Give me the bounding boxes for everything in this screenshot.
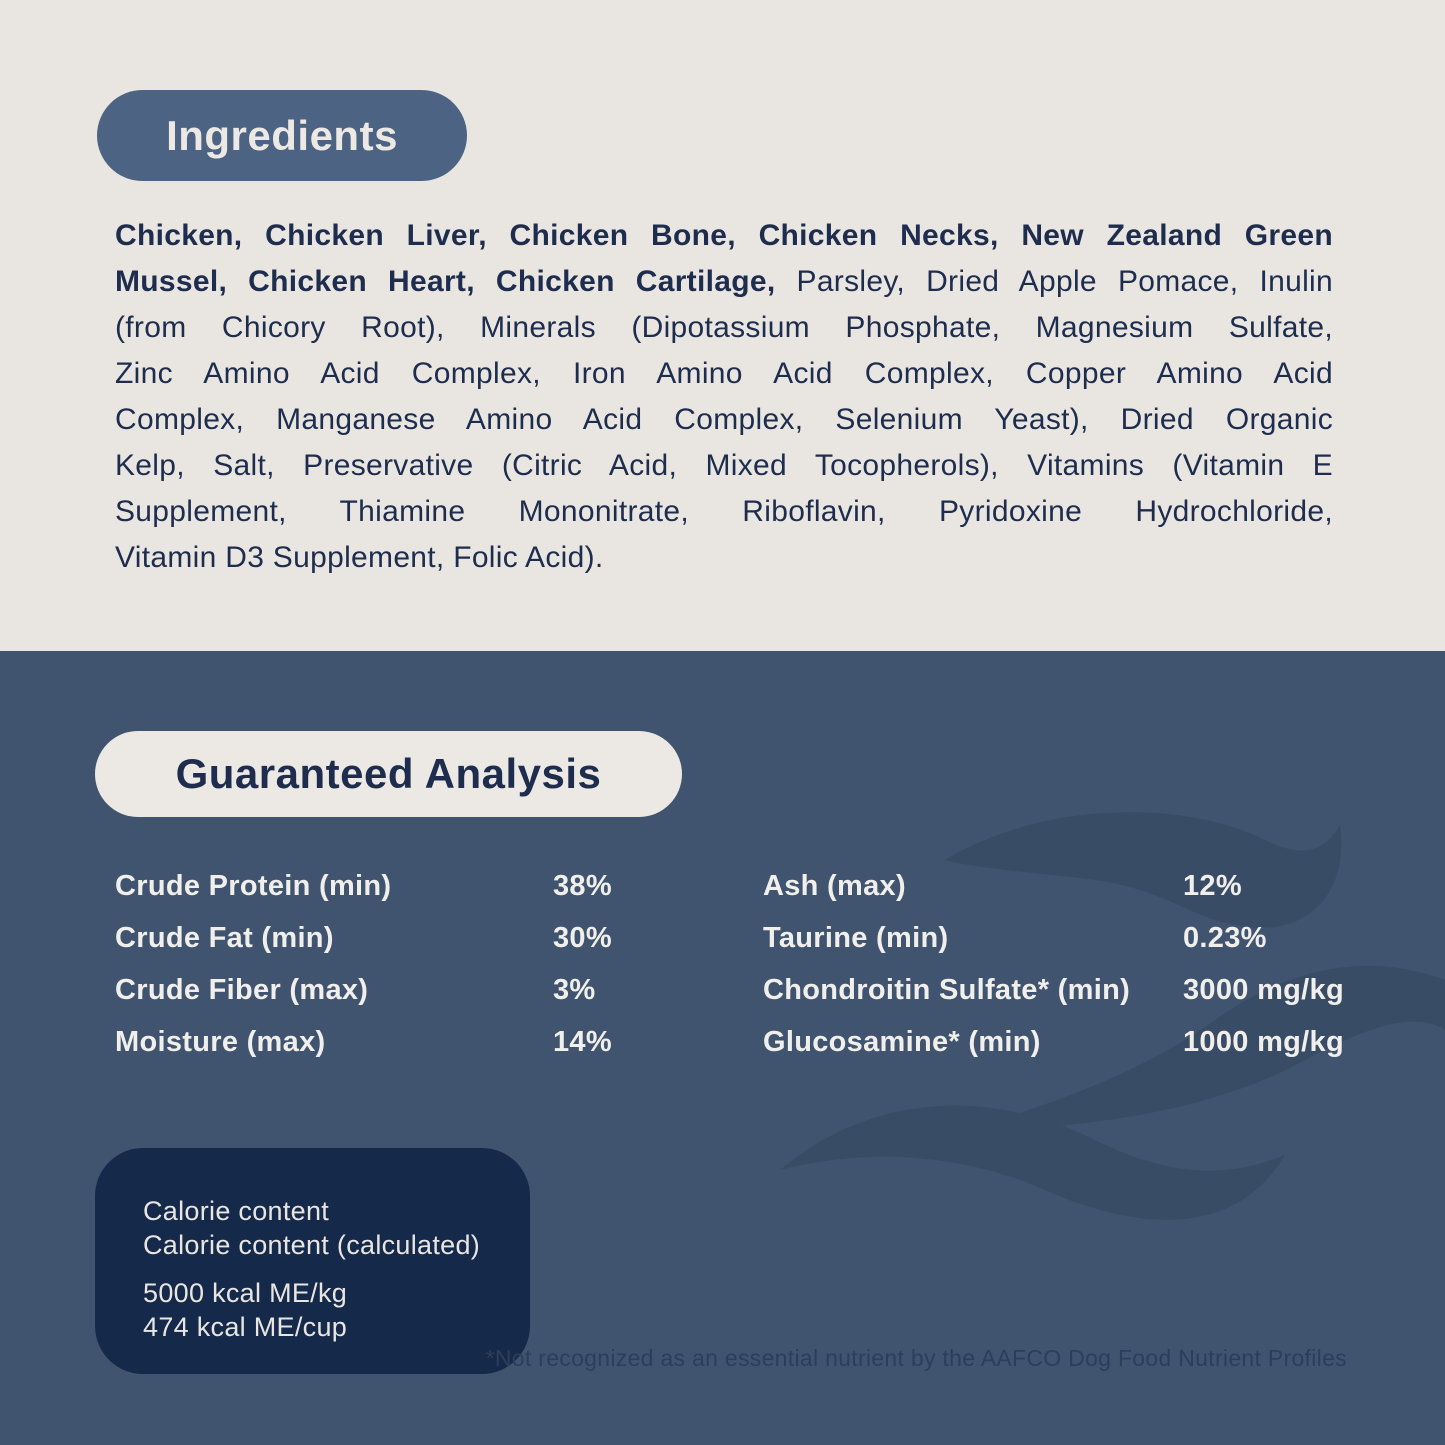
analysis-value: 14% [553,1026,612,1058]
analysis-label: Ash (max) [763,870,906,902]
ingredients-line: Zinc Amino Acid Complex, Iron Amino Acid… [115,357,1333,390]
ingredients-line: Mussel, Chicken Heart, Chicken Cartilage… [115,265,1333,298]
calorie-content-card: Calorie content Calorie content (calcula… [95,1148,530,1374]
analysis-row: Glucosamine* (min) 1000 mg/kg [763,1016,1403,1068]
calorie-content-label: Calorie content [143,1196,330,1226]
analysis-row: Crude Protein (min) 38% [115,860,735,912]
ingredients-line: Complex, Manganese Amino Acid Complex, S… [115,403,1333,436]
calorie-content-calculated-label: Calorie content (calculated) [143,1230,481,1260]
analysis-row: Chondroitin Sulfate* (min) 3000 mg/kg [763,964,1403,1016]
analysis-row: Ash (max) 12% [763,860,1403,912]
calorie-kcal-per-cup: 474 kcal ME/cup [143,1312,348,1342]
ingredients-title: Ingredients [166,111,398,159]
analysis-value: 12% [1183,870,1242,902]
analysis-value: 38% [553,870,612,902]
analysis-row: Crude Fat (min) 30% [115,912,735,964]
analysis-label: Crude Fiber (max) [115,974,369,1006]
ingredients-line: Supplement, Thiamine Mononitrate, Ribofl… [115,495,1333,528]
analysis-row: Moisture (max) 14% [115,1016,735,1068]
ingredients-text: Chicken, Chicken Liver, Chicken Bone, Ch… [115,213,1333,581]
ingredients-line: (from Chicory Root), Minerals (Dipotassi… [115,311,1333,344]
analysis-table-right: Ash (max) 12% Taurine (min) 0.23% Chondr… [763,860,1403,1068]
ingredients-badge: Ingredients [97,90,467,181]
guaranteed-analysis-badge: Guaranteed Analysis [95,731,682,817]
ingredients-line: Chicken, Chicken Liver, Chicken Bone, Ch… [115,219,1333,252]
guaranteed-analysis-section: Guaranteed Analysis Crude Protein (min) … [0,651,1445,1445]
analysis-label: Crude Fat (min) [115,922,334,954]
ingredients-section: Ingredients Chicken, Chicken Liver, Chic… [0,0,1445,651]
guaranteed-analysis-title: Guaranteed Analysis [175,750,602,797]
analysis-value: 3000 mg/kg [1183,974,1344,1006]
analysis-label: Moisture (max) [115,1026,326,1058]
analysis-value: 1000 mg/kg [1183,1026,1344,1058]
aafco-footnote: *Not recognized as an essential nutrient… [485,1345,1347,1371]
analysis-label: Taurine (min) [763,922,949,954]
analysis-row: Crude Fiber (max) 3% [115,964,735,1016]
analysis-value: 30% [553,922,612,954]
wave-swirl-decoration [780,812,1445,1220]
analysis-label: Chondroitin Sulfate* (min) [763,974,1131,1006]
analysis-value: 0.23% [1183,922,1267,954]
calorie-kcal-per-kg: 5000 kcal ME/kg [143,1278,348,1308]
analysis-table-left: Crude Protein (min) 38% Crude Fat (min) … [115,860,735,1068]
analysis-value: 3% [553,974,596,1006]
analysis-row: Taurine (min) 0.23% [763,912,1403,964]
analysis-label: Glucosamine* (min) [763,1026,1041,1058]
analysis-label: Crude Protein (min) [115,870,392,902]
ingredients-line: Kelp, Salt, Preservative (Citric Acid, M… [115,449,1333,482]
ingredients-line: Vitamin D3 Supplement, Folic Acid). [115,541,604,574]
